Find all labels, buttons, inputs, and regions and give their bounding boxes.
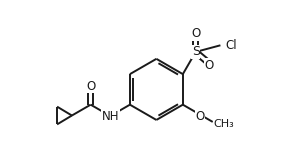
Text: S: S	[192, 45, 200, 58]
Text: O: O	[195, 110, 205, 123]
Text: O: O	[191, 27, 200, 40]
Text: NH: NH	[102, 110, 119, 122]
Text: O: O	[205, 59, 214, 72]
Text: O: O	[86, 80, 95, 93]
Text: CH₃: CH₃	[214, 119, 234, 129]
Text: Cl: Cl	[225, 39, 237, 52]
